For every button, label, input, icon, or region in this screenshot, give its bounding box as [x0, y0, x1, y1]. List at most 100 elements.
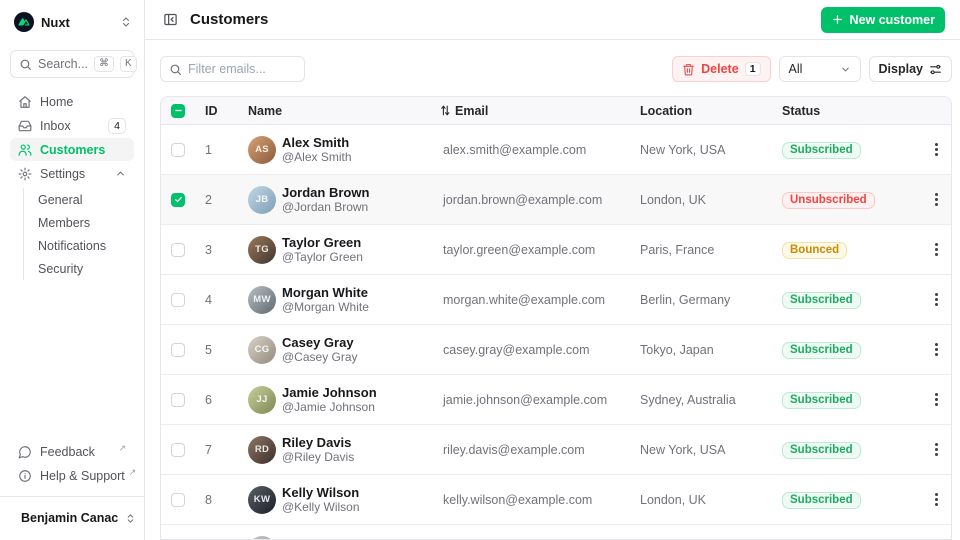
plus-icon [831, 13, 844, 26]
table-row[interactable]: 7 RD Riley Davis @Riley Davis riley.davi… [161, 425, 951, 475]
avatar: KW [248, 485, 276, 514]
avatar: CG [248, 335, 276, 364]
row-actions-cell [929, 189, 951, 210]
row-menu-button[interactable] [929, 489, 944, 510]
row-menu-button[interactable] [929, 339, 944, 360]
row-menu-button[interactable] [929, 289, 944, 310]
info-icon [18, 469, 32, 483]
row-checkbox[interactable] [171, 492, 185, 507]
main-area: Customers New customer Delete [145, 0, 960, 540]
customer-name: Taylor Green [282, 235, 362, 250]
kbd-k: K [120, 56, 137, 72]
table-row[interactable] [161, 525, 951, 539]
display-button[interactable]: Display [868, 56, 952, 82]
customer-location: Tokyo, Japan [640, 342, 714, 357]
customers-table: ID Name Email Location Status 1 AS [160, 96, 952, 540]
row-status-cell: Bounced [782, 240, 929, 259]
column-header-status: Status [782, 103, 821, 118]
table-row[interactable]: 1 AS Alex Smith @Alex Smith alex.smith@e… [161, 125, 951, 175]
row-menu-button[interactable] [929, 189, 944, 210]
avatar: RD [248, 435, 276, 464]
user-menu[interactable]: Benjamin Canac [10, 506, 134, 530]
row-status-cell: Subscribed [782, 390, 929, 409]
delete-count-badge: 1 [744, 62, 761, 76]
customer-email: casey.gray@example.com [443, 342, 590, 357]
status-badge: Bounced [782, 241, 848, 259]
help-support-link[interactable]: Help & Support ↗ [10, 464, 136, 487]
status-filter-select[interactable]: All [778, 56, 861, 82]
column-header-email[interactable]: Email [438, 104, 640, 118]
row-menu-button[interactable] [929, 389, 944, 410]
inbox-count-badge: 4 [108, 117, 126, 134]
row-checkbox-cell [161, 492, 195, 507]
row-status-cell: Subscribed [782, 490, 929, 509]
row-actions-cell [929, 239, 951, 260]
chevron-down-icon [840, 64, 851, 75]
customer-name: Jordan Brown [282, 185, 370, 200]
sidebar-item-inbox[interactable]: Inbox 4 [10, 114, 134, 137]
sidebar-item-home[interactable]: Home [10, 90, 134, 113]
row-menu-button[interactable] [929, 439, 944, 460]
table-body: 1 AS Alex Smith @Alex Smith alex.smith@e… [161, 125, 951, 539]
sliders-icon [929, 63, 942, 76]
chevron-up-icon [115, 168, 126, 179]
sidebar-item-members[interactable]: Members [38, 215, 91, 230]
new-customer-button[interactable]: New customer [820, 6, 945, 33]
table-row[interactable]: 4 MW Morgan White @Morgan White morgan.w… [161, 275, 951, 325]
row-checkbox[interactable] [171, 142, 185, 157]
feedback-link[interactable]: Feedback ↗ [10, 440, 134, 463]
table-row[interactable]: 6 JJ Jamie Johnson @Jamie Johnson jamie.… [161, 375, 951, 425]
search-icon [19, 58, 32, 71]
row-name-cell: RD Riley Davis @Riley Davis [248, 435, 443, 464]
workspace-switcher[interactable]: Nuxt [10, 8, 134, 36]
row-checkbox[interactable] [171, 242, 185, 257]
sidebar-item-security[interactable]: Security [38, 261, 84, 276]
customer-name: Jamie Johnson [282, 385, 377, 400]
column-header-name: Name [248, 103, 283, 118]
row-menu-button[interactable] [929, 239, 944, 260]
row-checkbox-cell [161, 342, 195, 357]
row-checkbox[interactable] [171, 292, 185, 307]
row-id: 4 [205, 292, 212, 307]
row-id: 2 [205, 192, 212, 207]
avatar: JJ [248, 385, 276, 414]
customer-location: Sydney, Australia [640, 392, 736, 407]
customer-location: Berlin, Germany [640, 292, 731, 307]
filter-emails-field[interactable] [160, 56, 305, 82]
select-all-checkbox[interactable] [171, 103, 185, 118]
collapse-sidebar-button[interactable] [160, 9, 181, 30]
row-checkbox[interactable] [171, 392, 185, 407]
filter-emails-input[interactable] [188, 62, 296, 76]
table-row[interactable]: 5 CG Casey Gray @Casey Gray casey.gray@e… [161, 325, 951, 375]
sidebar-item-general[interactable]: General [38, 192, 83, 207]
row-menu-button[interactable] [929, 139, 944, 160]
customer-handle: @Alex Smith [282, 150, 352, 164]
row-id: 3 [205, 242, 212, 257]
status-badge: Subscribed [782, 291, 861, 309]
row-id: 1 [205, 142, 212, 157]
customer-name: Riley Davis [282, 435, 352, 450]
sidebar-search-input[interactable]: Search... ⌘ K [10, 50, 137, 78]
delete-button[interactable]: Delete 1 [672, 56, 771, 82]
customer-email: riley.davis@example.com [443, 442, 585, 457]
gear-icon [18, 167, 32, 181]
row-checkbox[interactable] [171, 442, 185, 457]
customer-email: alex.smith@example.com [443, 142, 587, 157]
row-status-cell: Subscribed [782, 440, 929, 459]
row-checkbox[interactable] [171, 192, 185, 207]
table-row[interactable]: 8 KW Kelly Wilson @Kelly Wilson kelly.wi… [161, 475, 951, 525]
row-name-cell: TG Taylor Green @Taylor Green [248, 235, 443, 264]
row-actions-cell [929, 489, 951, 510]
sidebar-item-customers[interactable]: Customers [10, 138, 134, 161]
sidebar-item-settings[interactable]: Settings [10, 162, 134, 185]
table-row[interactable]: 3 TG Taylor Green @Taylor Green taylor.g… [161, 225, 951, 275]
row-name-cell: KW Kelly Wilson @Kelly Wilson [248, 485, 443, 514]
sidebar-item-notifications[interactable]: Notifications [38, 238, 107, 253]
table-row[interactable]: 2 JB Jordan Brown @Jordan Brown jordan.b… [161, 175, 951, 225]
row-name-cell: CG Casey Gray @Casey Gray [248, 335, 443, 364]
sort-arrows-icon [438, 104, 451, 117]
search-icon [169, 63, 182, 76]
customer-email: jamie.johnson@example.com [443, 392, 608, 407]
row-id: 6 [205, 392, 212, 407]
row-checkbox[interactable] [171, 342, 185, 357]
